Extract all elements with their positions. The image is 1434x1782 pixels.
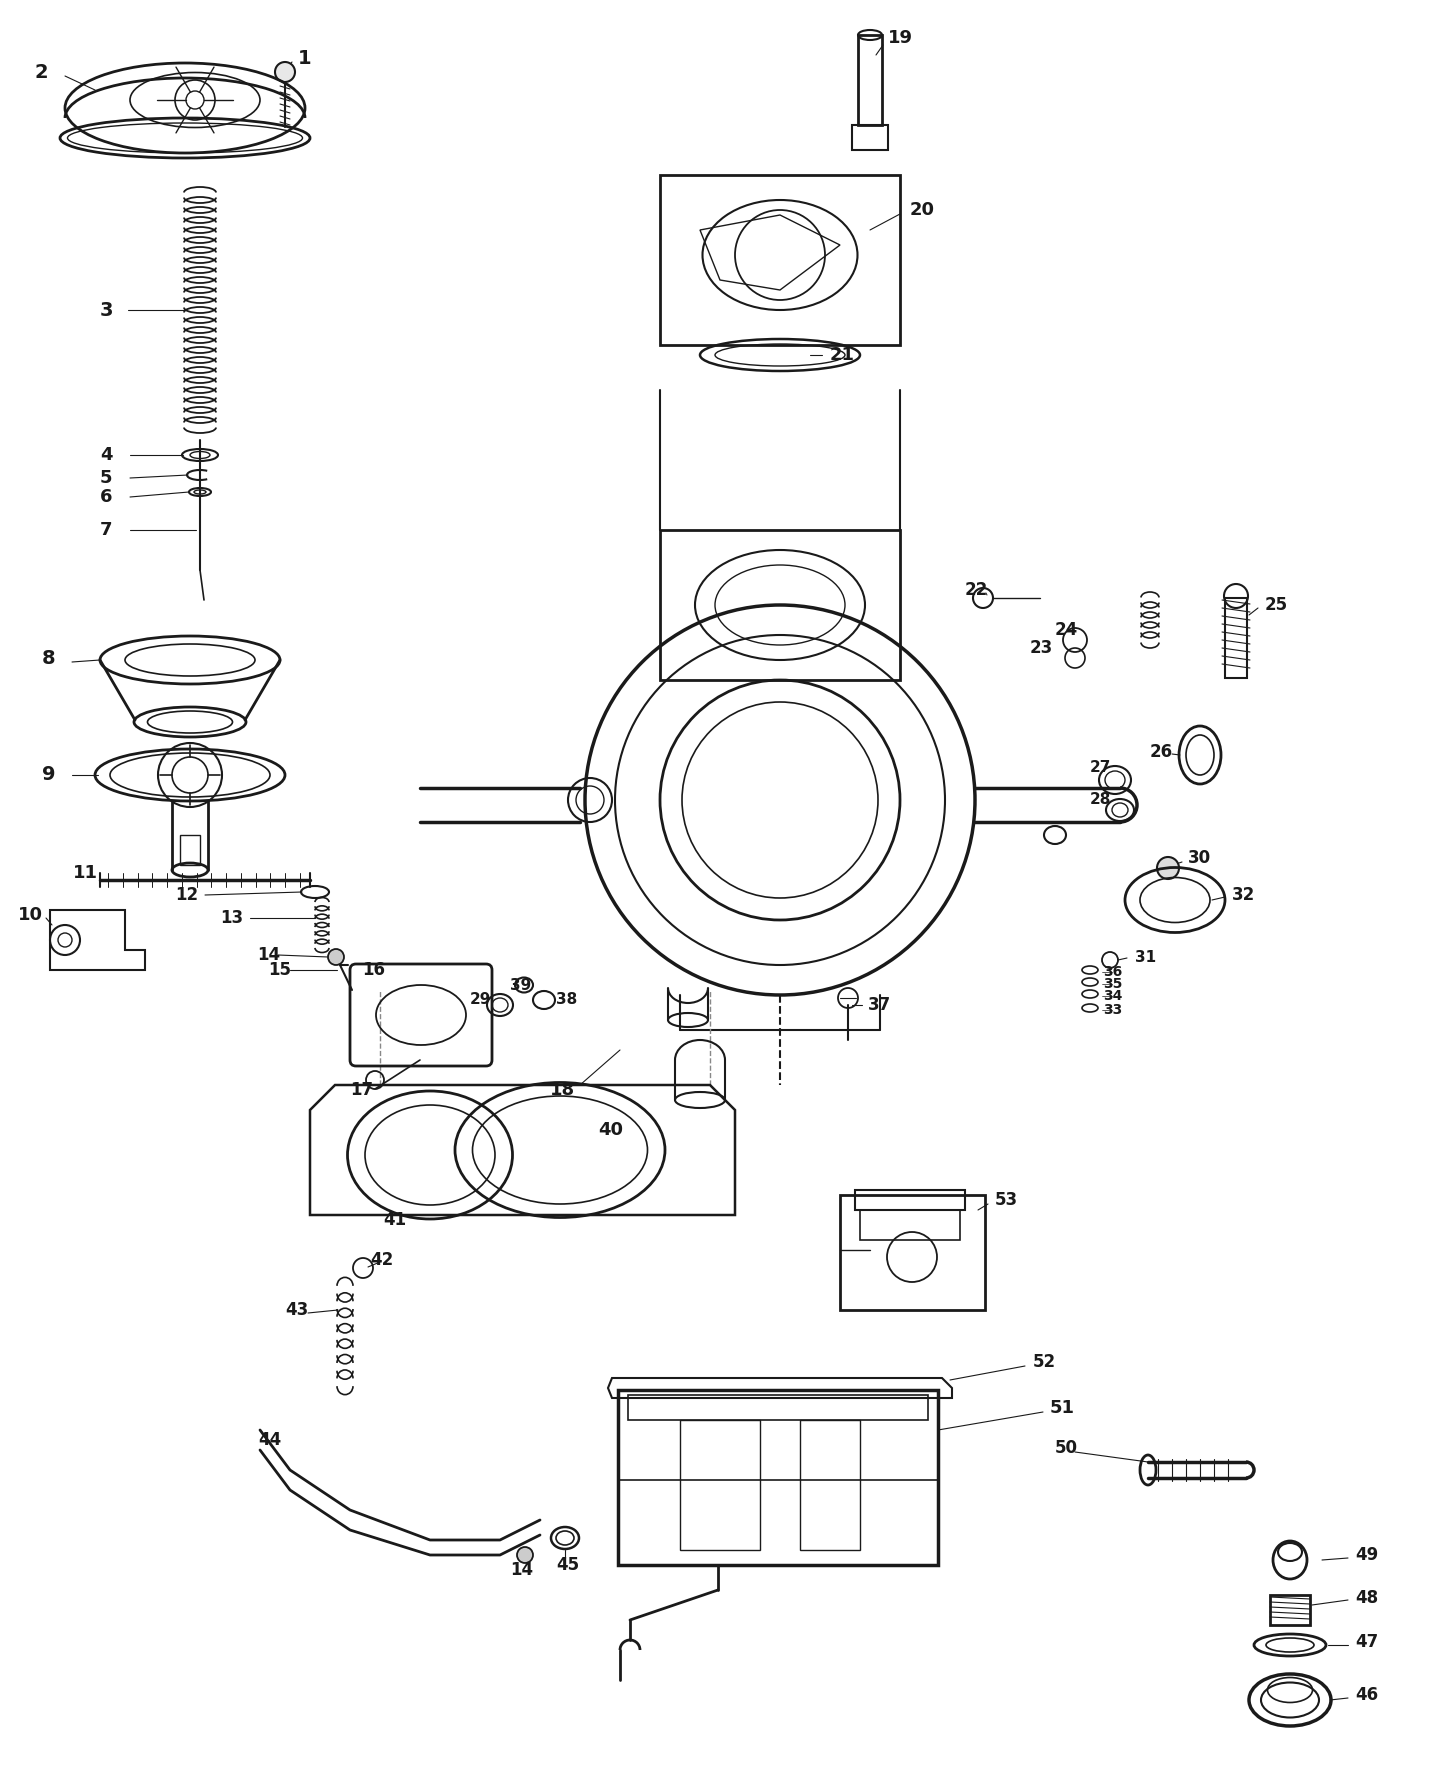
Circle shape [1157, 857, 1179, 879]
Text: 10: 10 [19, 905, 43, 925]
Text: 32: 32 [1232, 886, 1255, 903]
Text: 24: 24 [1055, 620, 1078, 640]
Text: 6: 6 [100, 488, 112, 506]
Text: 9: 9 [42, 766, 56, 784]
Circle shape [275, 62, 295, 82]
Text: 27: 27 [1090, 761, 1111, 775]
Bar [840, 1196, 985, 1310]
Text: 52: 52 [1032, 1353, 1055, 1370]
Bar [852, 125, 888, 150]
Text: 38: 38 [556, 993, 578, 1007]
Bar [1271, 1595, 1311, 1625]
Bar [660, 175, 901, 346]
Text: 11: 11 [73, 864, 98, 882]
Bar [855, 1190, 965, 1210]
Bar [1225, 599, 1248, 677]
Text: 14: 14 [511, 1561, 533, 1579]
Text: 50: 50 [1055, 1440, 1078, 1458]
Text: 40: 40 [598, 1121, 622, 1139]
Text: 2: 2 [34, 62, 49, 82]
Text: 53: 53 [995, 1190, 1018, 1208]
Text: 47: 47 [1355, 1632, 1378, 1650]
Text: 31: 31 [1134, 950, 1156, 966]
Text: 51: 51 [1050, 1399, 1076, 1417]
Text: 39: 39 [511, 978, 531, 993]
Text: 45: 45 [556, 1556, 579, 1574]
Text: 19: 19 [888, 29, 913, 46]
Circle shape [328, 950, 344, 966]
Bar [660, 529, 901, 681]
Bar [618, 1390, 938, 1565]
Text: 48: 48 [1355, 1590, 1378, 1607]
Text: 35: 35 [1103, 977, 1123, 991]
Text: 18: 18 [551, 1082, 575, 1099]
Text: 42: 42 [370, 1251, 393, 1269]
Text: 12: 12 [175, 886, 198, 903]
Text: 8: 8 [42, 649, 56, 668]
Text: 28: 28 [1090, 793, 1111, 807]
Circle shape [518, 1547, 533, 1563]
Text: 41: 41 [383, 1212, 406, 1230]
Text: 7: 7 [100, 520, 112, 538]
Text: 14: 14 [257, 946, 280, 964]
Bar [800, 1420, 860, 1550]
Bar [680, 1420, 760, 1550]
Text: 49: 49 [1355, 1547, 1378, 1565]
Text: 5: 5 [100, 469, 112, 486]
Text: 20: 20 [911, 201, 935, 219]
Text: 17: 17 [350, 1082, 373, 1099]
Text: 25: 25 [1265, 595, 1288, 615]
Text: 34: 34 [1103, 989, 1123, 1003]
Bar [181, 836, 199, 864]
Text: 29: 29 [470, 993, 492, 1007]
Bar [860, 1210, 959, 1240]
Text: 13: 13 [219, 909, 244, 927]
Text: 21: 21 [830, 346, 855, 364]
Text: 36: 36 [1103, 966, 1123, 978]
Text: 44: 44 [258, 1431, 281, 1449]
Bar [858, 36, 882, 125]
Text: 1: 1 [298, 48, 311, 68]
Text: 37: 37 [868, 996, 892, 1014]
Text: 15: 15 [268, 960, 291, 978]
Bar [628, 1395, 928, 1420]
Text: 23: 23 [1030, 640, 1053, 658]
Text: 46: 46 [1355, 1686, 1378, 1704]
Text: 22: 22 [965, 581, 988, 599]
Text: 16: 16 [361, 960, 384, 978]
Text: 30: 30 [1187, 848, 1212, 868]
Text: 3: 3 [100, 301, 113, 319]
Text: 43: 43 [285, 1301, 308, 1319]
Text: 4: 4 [100, 446, 112, 463]
Text: 26: 26 [1150, 743, 1173, 761]
Text: 33: 33 [1103, 1003, 1123, 1018]
